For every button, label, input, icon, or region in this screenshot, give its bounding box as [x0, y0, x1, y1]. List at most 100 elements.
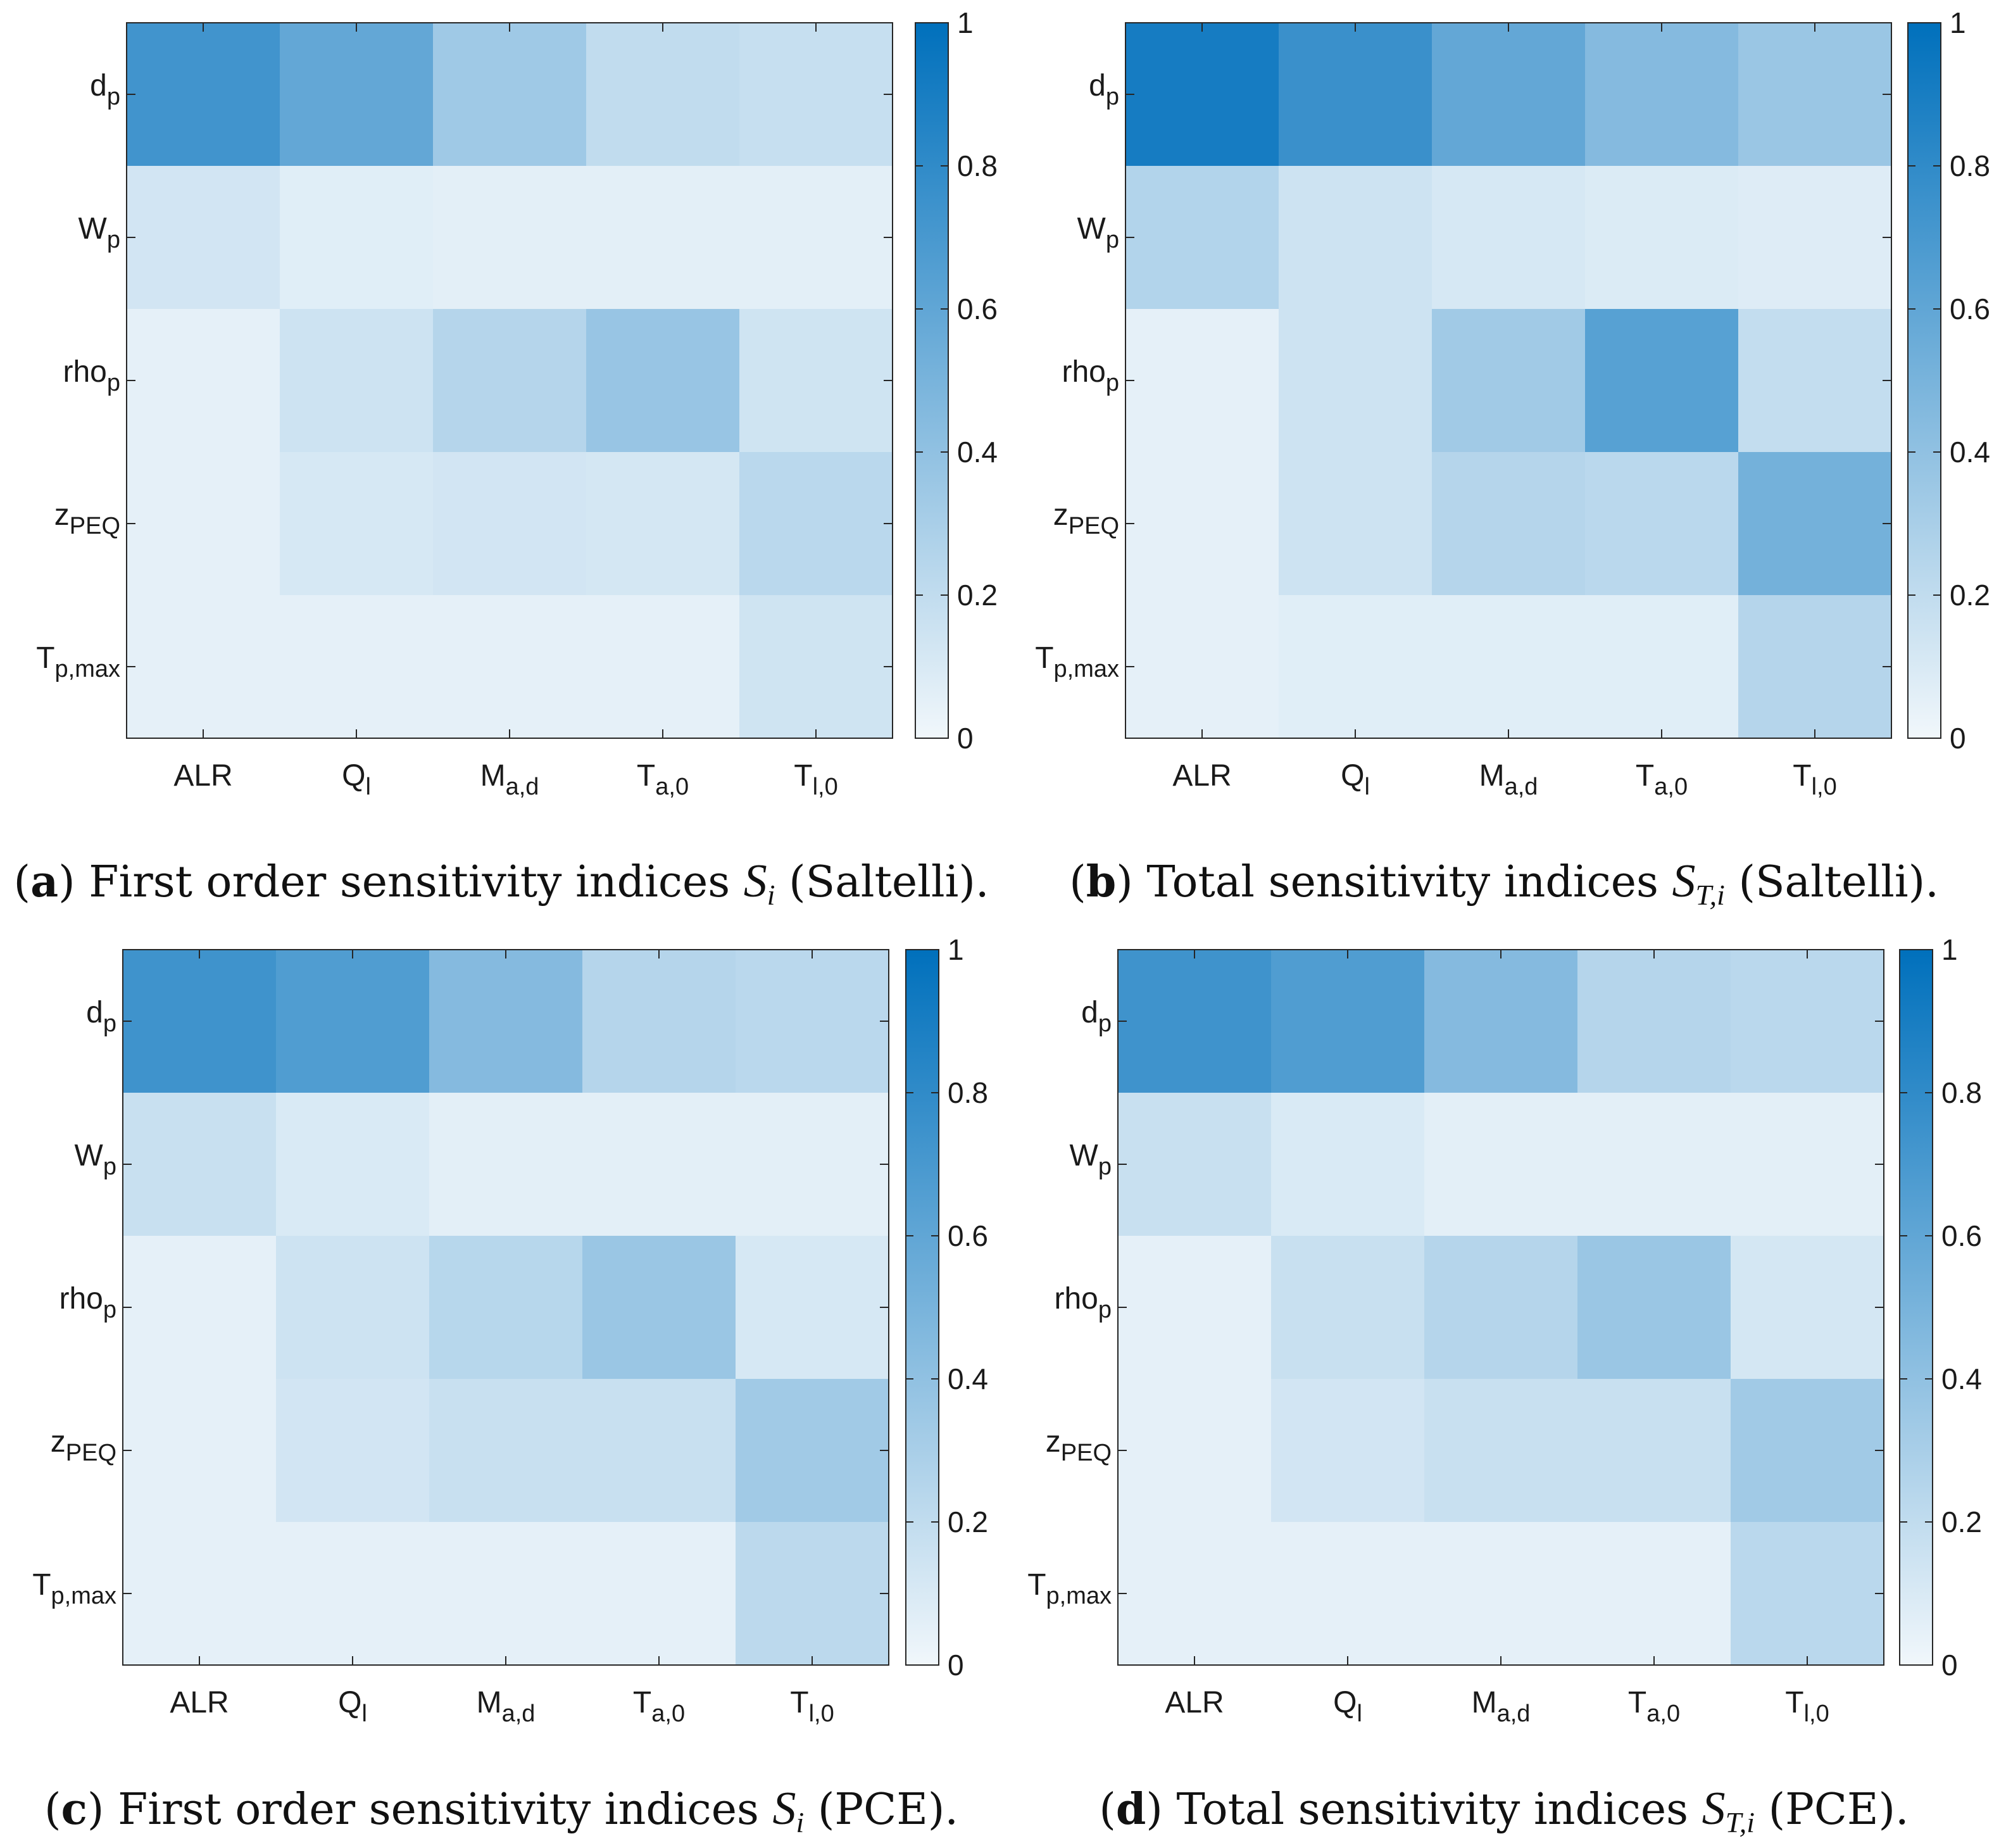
y-tick-label: Wp: [1070, 1139, 1112, 1180]
y-tick-label: dp: [86, 996, 116, 1037]
caption-text-after: (PCE).: [804, 1785, 958, 1835]
x-tick-label: Ma,d: [477, 1686, 536, 1727]
heatmap-cell: [1271, 1522, 1425, 1666]
heatmap-cell: [739, 166, 893, 310]
heatmap-cell: [123, 1522, 277, 1666]
caption-text: Total sensitivity indices: [1146, 857, 1672, 907]
heatmap-cell: [582, 1093, 736, 1236]
colorbar-tick-label: 0.6: [1941, 1219, 1982, 1252]
heatmap-cell: [1585, 452, 1739, 596]
heatmap-cell: [582, 950, 736, 1093]
heatmap-cell: [280, 452, 434, 596]
heatmap-cell: [1271, 1093, 1425, 1236]
colorbar-tick-label: 0.8: [948, 1076, 988, 1109]
heatmap-cell: [586, 309, 740, 453]
heatmap-cell: [1118, 1236, 1272, 1380]
heatmap-cell: [1738, 595, 1892, 739]
caption-text-after: (PCE).: [1754, 1785, 1909, 1835]
heatmap-cell: [1125, 166, 1279, 310]
heatmap-cell: [280, 166, 434, 310]
colorbar: [1899, 949, 1933, 1666]
heatmap-cell: [276, 950, 430, 1093]
heatmap-cell: [433, 595, 587, 739]
heatmap-cell: [280, 23, 434, 167]
heatmap-cell: [127, 309, 280, 453]
heatmap-cell: [1738, 309, 1892, 453]
x-tick-label: Tl,0: [790, 1686, 834, 1727]
heatmap-cell: [582, 1379, 736, 1523]
y-tick-label: Tp,max: [1027, 1568, 1112, 1609]
heatmap-cell: [429, 1236, 583, 1380]
y-tick-label: Tp,max: [1035, 641, 1119, 682]
y-tick-label: zPEQ: [1046, 1425, 1112, 1466]
y-tick-label: rhop: [59, 1282, 116, 1323]
colorbar-tick-label: 0.8: [957, 149, 998, 182]
heatmap-cell: [429, 1379, 583, 1523]
colorbar-tick-label: 0.2: [1950, 579, 1990, 612]
heatmap-cell: [1424, 1522, 1578, 1666]
colorbar-tick-label: 0: [948, 1649, 964, 1681]
y-tick-label: rhop: [1062, 355, 1119, 396]
colorbar-tick-label: 0.4: [1950, 436, 1990, 468]
x-tick-label: Ql: [342, 759, 371, 800]
y-tick-label: zPEQ: [51, 1425, 116, 1466]
caption-text: First order sensitivity indices: [89, 857, 744, 907]
heatmap-cell: [1432, 452, 1586, 596]
heatmap-panel-a: ALR Ql Ma,d Ta,0 Tl,0 dp Wp rhop zPEQ Tp,max 0 0.2 0…: [36, 6, 998, 800]
colorbar-tick-label: 0.6: [948, 1219, 988, 1252]
colorbar: [905, 949, 939, 1666]
heatmap-cell: [1731, 1093, 1884, 1236]
x-tick-label: Ta,0: [1636, 759, 1688, 800]
y-tick-label: Wp: [78, 212, 120, 253]
colorbar-tick-label: 0.4: [948, 1362, 988, 1395]
x-tick-label: ALR: [1165, 1686, 1224, 1719]
caption-letter: b: [1086, 857, 1117, 907]
y-tick-label: zPEQ: [54, 498, 120, 539]
heatmap-cell: [582, 1522, 736, 1666]
heatmap-cell: [586, 452, 740, 596]
heatmap-cell: [280, 309, 434, 453]
heatmap-cell: [1125, 309, 1279, 453]
heatmap-cell: [1432, 309, 1586, 453]
heatmap-cell: [739, 309, 893, 453]
heatmap-cell: [123, 1379, 277, 1523]
caption-letter: a: [30, 857, 59, 907]
heatmap-cell: [276, 1522, 430, 1666]
caption-symbol-base: S: [1672, 855, 1696, 907]
heatmap-cell: [433, 23, 587, 167]
colorbar-tick-label: 0: [1950, 722, 1966, 755]
heatmap-cell: [1279, 166, 1432, 310]
heatmap-cell: [1279, 23, 1432, 167]
y-tick-label: rhop: [63, 355, 120, 396]
y-tick-label: dp: [90, 69, 120, 110]
heatmap-cell: [586, 595, 740, 739]
heatmap-cell: [1577, 1522, 1731, 1666]
caption-symbol: ST,i: [1702, 1783, 1755, 1837]
heatmap-cell: [739, 595, 893, 739]
caption-letter: c: [61, 1784, 87, 1835]
heatmap-cell: [1738, 166, 1892, 310]
y-tick-label: Wp: [1077, 212, 1119, 253]
caption-symbol-base: S: [1702, 1783, 1726, 1835]
colorbar-tick-label: 0: [1941, 1649, 1958, 1681]
colorbar-tick-label: 0: [957, 722, 974, 755]
x-tick-label: Ql: [1341, 759, 1370, 800]
colorbar-tick-label: 1: [957, 6, 974, 39]
heatmap-cell: [736, 1236, 889, 1380]
x-tick-label: Tl,0: [1785, 1686, 1829, 1727]
x-tick-label: Ta,0: [637, 759, 689, 800]
x-tick-label: Ta,0: [633, 1686, 685, 1727]
caption-b: (b) Total sensitivity indices ST,i (Salt…: [1069, 855, 1939, 911]
heatmap-cell: [276, 1236, 430, 1380]
caption-symbol-base: S: [743, 855, 767, 907]
heatmap-panel-d: ALR Ql Ma,d Ta,0 Tl,0 dp Wp rhop zPEQ Tp,max 0 0.2 0…: [1027, 933, 1982, 1727]
caption-symbol-base: S: [772, 1783, 796, 1835]
heatmap-cell: [1271, 1379, 1425, 1523]
heatmap-cell: [586, 166, 740, 310]
colorbar-tick-label: 0.2: [957, 579, 998, 612]
y-tick-label: zPEQ: [1053, 498, 1119, 539]
heatmap-cell: [429, 1522, 583, 1666]
heatmap-cell: [1279, 309, 1432, 453]
caption-text: Total sensitivity indices: [1176, 1785, 1702, 1835]
